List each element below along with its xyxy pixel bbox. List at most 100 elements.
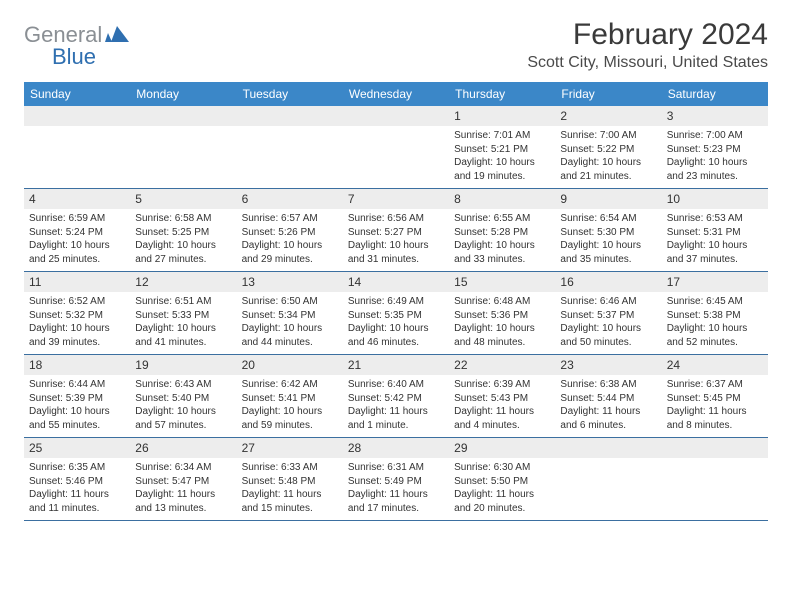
- day-number: 5: [130, 189, 236, 209]
- sunrise-text: Sunrise: 6:54 AM: [560, 212, 656, 226]
- dow-cell: Sunday: [24, 82, 130, 106]
- day-cell: 14Sunrise: 6:49 AMSunset: 5:35 PMDayligh…: [343, 272, 449, 354]
- day-cell: 6Sunrise: 6:57 AMSunset: 5:26 PMDaylight…: [237, 189, 343, 271]
- day-body: Sunrise: 6:54 AMSunset: 5:30 PMDaylight:…: [555, 209, 661, 271]
- day-cell: 5Sunrise: 6:58 AMSunset: 5:25 PMDaylight…: [130, 189, 236, 271]
- daylight-text: Daylight: 10 hours and 29 minutes.: [242, 239, 338, 266]
- day-body: Sunrise: 6:33 AMSunset: 5:48 PMDaylight:…: [237, 458, 343, 520]
- day-number: 14: [343, 272, 449, 292]
- day-cell: 15Sunrise: 6:48 AMSunset: 5:36 PMDayligh…: [449, 272, 555, 354]
- sunset-text: Sunset: 5:37 PM: [560, 309, 656, 323]
- daylight-text: Daylight: 11 hours and 4 minutes.: [454, 405, 550, 432]
- sunset-text: Sunset: 5:38 PM: [667, 309, 763, 323]
- day-body: Sunrise: 6:43 AMSunset: 5:40 PMDaylight:…: [130, 375, 236, 437]
- daylight-text: Daylight: 10 hours and 31 minutes.: [348, 239, 444, 266]
- sunset-text: Sunset: 5:42 PM: [348, 392, 444, 406]
- daylight-text: Daylight: 11 hours and 11 minutes.: [29, 488, 125, 515]
- sunrise-text: Sunrise: 6:38 AM: [560, 378, 656, 392]
- month-title: February 2024: [527, 18, 768, 52]
- day-body-empty: [555, 458, 661, 466]
- dow-cell: Wednesday: [343, 82, 449, 106]
- sunrise-text: Sunrise: 6:44 AM: [29, 378, 125, 392]
- daylight-text: Daylight: 10 hours and 41 minutes.: [135, 322, 231, 349]
- day-body-empty: [130, 126, 236, 134]
- day-body: Sunrise: 6:48 AMSunset: 5:36 PMDaylight:…: [449, 292, 555, 354]
- daylight-text: Daylight: 10 hours and 59 minutes.: [242, 405, 338, 432]
- sunrise-text: Sunrise: 6:31 AM: [348, 461, 444, 475]
- sunrise-text: Sunrise: 6:50 AM: [242, 295, 338, 309]
- sunset-text: Sunset: 5:28 PM: [454, 226, 550, 240]
- day-body-empty: [343, 126, 449, 134]
- sunrise-text: Sunrise: 6:56 AM: [348, 212, 444, 226]
- daylight-text: Daylight: 10 hours and 33 minutes.: [454, 239, 550, 266]
- daylight-text: Daylight: 11 hours and 6 minutes.: [560, 405, 656, 432]
- day-body: Sunrise: 6:31 AMSunset: 5:49 PMDaylight:…: [343, 458, 449, 520]
- daylight-text: Daylight: 10 hours and 52 minutes.: [667, 322, 763, 349]
- daylight-text: Daylight: 10 hours and 46 minutes.: [348, 322, 444, 349]
- day-body: Sunrise: 6:35 AMSunset: 5:46 PMDaylight:…: [24, 458, 130, 520]
- day-body: Sunrise: 6:50 AMSunset: 5:34 PMDaylight:…: [237, 292, 343, 354]
- sunset-text: Sunset: 5:47 PM: [135, 475, 231, 489]
- day-body: Sunrise: 6:59 AMSunset: 5:24 PMDaylight:…: [24, 209, 130, 271]
- daylight-text: Daylight: 11 hours and 13 minutes.: [135, 488, 231, 515]
- day-cell: 16Sunrise: 6:46 AMSunset: 5:37 PMDayligh…: [555, 272, 661, 354]
- day-cell: 4Sunrise: 6:59 AMSunset: 5:24 PMDaylight…: [24, 189, 130, 271]
- week-row: 11Sunrise: 6:52 AMSunset: 5:32 PMDayligh…: [24, 272, 768, 355]
- sunset-text: Sunset: 5:27 PM: [348, 226, 444, 240]
- sunset-text: Sunset: 5:39 PM: [29, 392, 125, 406]
- day-body: Sunrise: 6:44 AMSunset: 5:39 PMDaylight:…: [24, 375, 130, 437]
- sunset-text: Sunset: 5:35 PM: [348, 309, 444, 323]
- sunrise-text: Sunrise: 7:00 AM: [667, 129, 763, 143]
- day-number: 11: [24, 272, 130, 292]
- sunset-text: Sunset: 5:48 PM: [242, 475, 338, 489]
- day-body: Sunrise: 6:58 AMSunset: 5:25 PMDaylight:…: [130, 209, 236, 271]
- day-body: Sunrise: 6:46 AMSunset: 5:37 PMDaylight:…: [555, 292, 661, 354]
- day-body: Sunrise: 6:57 AMSunset: 5:26 PMDaylight:…: [237, 209, 343, 271]
- day-cell: 26 Sunrise: 6:34 AMSunset: 5:47 PMDayligh…: [130, 438, 236, 520]
- daylight-text: Daylight: 11 hours and 17 minutes.: [348, 488, 444, 515]
- day-body: Sunrise: 6:38 AMSunset: 5:44 PMDaylight:…: [555, 375, 661, 437]
- daylight-text: Daylight: 11 hours and 20 minutes.: [454, 488, 550, 515]
- day-cell: 20Sunrise: 6:42 AMSunset: 5:41 PMDayligh…: [237, 355, 343, 437]
- week-row: 18Sunrise: 6:44 AMSunset: 5:39 PMDayligh…: [24, 355, 768, 438]
- day-cell: 24Sunrise: 6:37 AMSunset: 5:45 PMDayligh…: [662, 355, 768, 437]
- day-body: Sunrise: 6:56 AMSunset: 5:27 PMDaylight:…: [343, 209, 449, 271]
- day-number: 19: [130, 355, 236, 375]
- day-cell: [24, 106, 130, 188]
- sunrise-text: Sunrise: 6:42 AM: [242, 378, 338, 392]
- dow-cell: Tuesday: [237, 82, 343, 106]
- day-cell: 7Sunrise: 6:56 AMSunset: 5:27 PMDaylight…: [343, 189, 449, 271]
- sunset-text: Sunset: 5:44 PM: [560, 392, 656, 406]
- daylight-text: Daylight: 10 hours and 55 minutes.: [29, 405, 125, 432]
- day-number-empty: [343, 106, 449, 126]
- day-cell: 1Sunrise: 7:01 AMSunset: 5:21 PMDaylight…: [449, 106, 555, 188]
- day-body: Sunrise: 6:55 AMSunset: 5:28 PMDaylight:…: [449, 209, 555, 271]
- day-number-empty: [24, 106, 130, 126]
- daylight-text: Daylight: 11 hours and 15 minutes.: [242, 488, 338, 515]
- sunrise-text: Sunrise: 6:35 AM: [29, 461, 125, 475]
- brand-part2: Blue: [52, 44, 96, 69]
- day-body: Sunrise: 7:00 AMSunset: 5:23 PMDaylight:…: [662, 126, 768, 188]
- day-cell: 23Sunrise: 6:38 AMSunset: 5:44 PMDayligh…: [555, 355, 661, 437]
- day-cell: 10Sunrise: 6:53 AMSunset: 5:31 PMDayligh…: [662, 189, 768, 271]
- day-number: 22: [449, 355, 555, 375]
- sunrise-text: Sunrise: 6:34 AM: [135, 461, 231, 475]
- sunset-text: Sunset: 5:40 PM: [135, 392, 231, 406]
- day-number: 26: [130, 438, 236, 458]
- daylight-text: Daylight: 10 hours and 44 minutes.: [242, 322, 338, 349]
- week-row: 25Sunrise: 6:35 AMSunset: 5:46 PMDayligh…: [24, 438, 768, 521]
- sunset-text: Sunset: 5:25 PM: [135, 226, 231, 240]
- sunset-text: Sunset: 5:36 PM: [454, 309, 550, 323]
- day-number: 8: [449, 189, 555, 209]
- dow-cell: Saturday: [662, 82, 768, 106]
- dow-cell: Monday: [130, 82, 236, 106]
- day-number: 27: [237, 438, 343, 458]
- day-number: 1: [449, 106, 555, 126]
- daylight-text: Daylight: 10 hours and 50 minutes.: [560, 322, 656, 349]
- day-cell: 18Sunrise: 6:44 AMSunset: 5:39 PMDayligh…: [24, 355, 130, 437]
- day-body: Sunrise: 6:42 AMSunset: 5:41 PMDaylight:…: [237, 375, 343, 437]
- sunrise-text: Sunrise: 6:59 AM: [29, 212, 125, 226]
- daylight-text: Daylight: 10 hours and 35 minutes.: [560, 239, 656, 266]
- day-body: Sunrise: 7:00 AMSunset: 5:22 PMDaylight:…: [555, 126, 661, 188]
- dow-cell: Thursday: [449, 82, 555, 106]
